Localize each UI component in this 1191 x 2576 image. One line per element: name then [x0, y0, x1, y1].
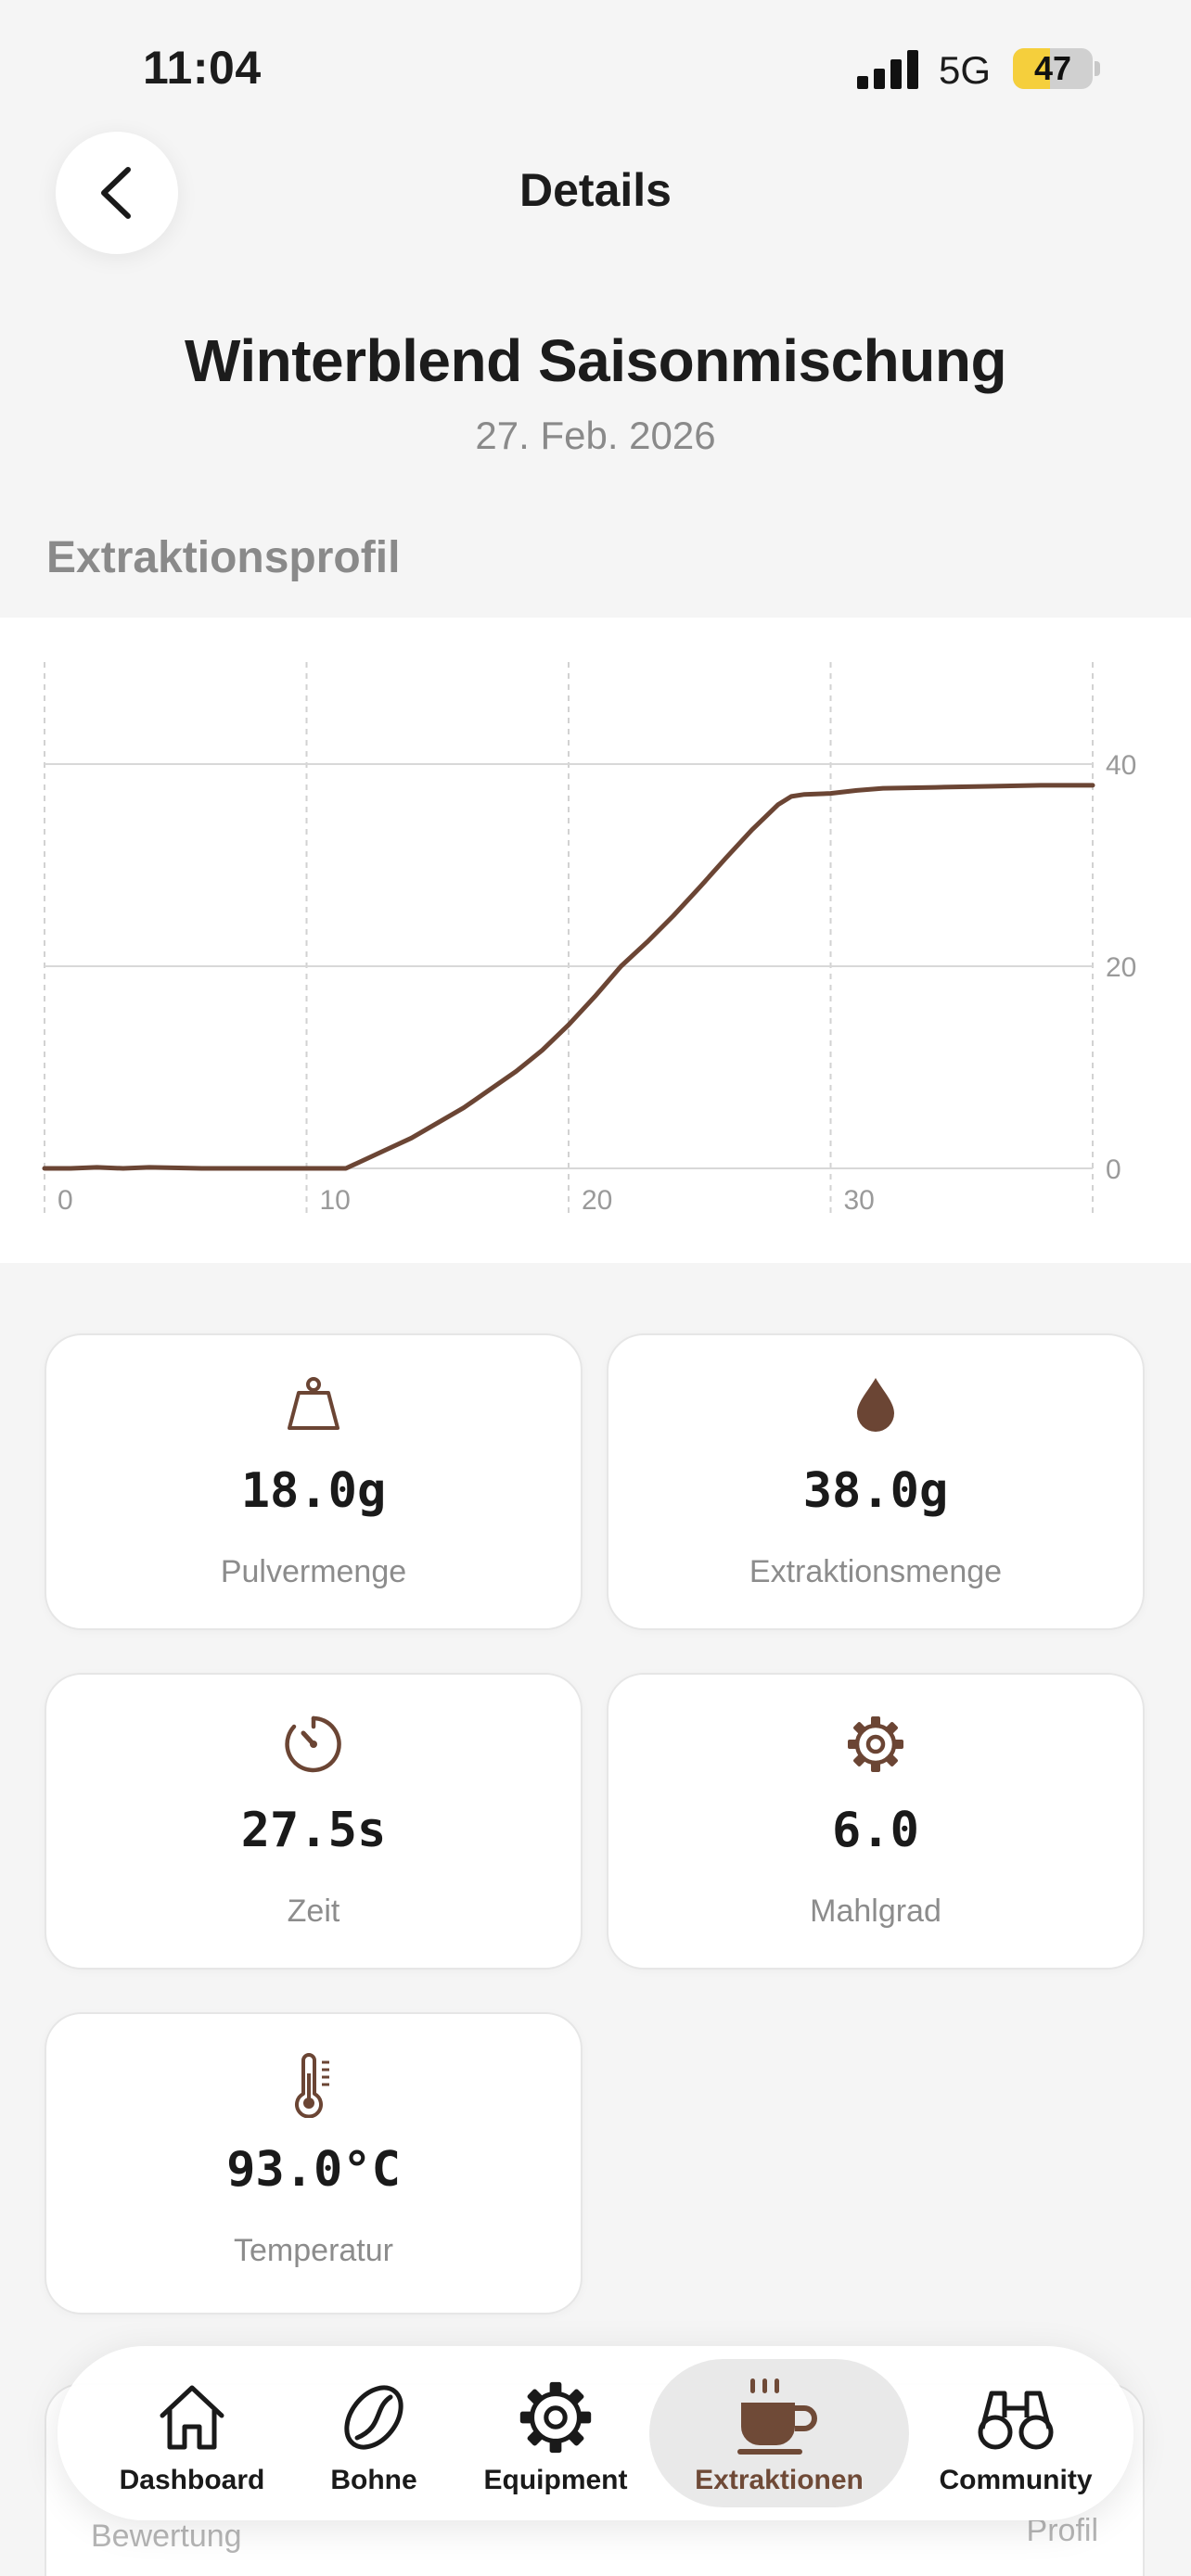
tab-extraktionen[interactable]: Extraktionen — [649, 2359, 909, 2507]
battery-fill — [1013, 48, 1051, 89]
gear-icon — [848, 1716, 903, 1772]
signal-icon — [857, 48, 918, 89]
battery-tip — [1095, 61, 1100, 76]
stat-card-grind: 6.0 Mahlgrad — [607, 1673, 1145, 1970]
extraction-chart: 0 10 20 30 0 20 40 — [0, 618, 1191, 1263]
y-tick-label: 40 — [1106, 750, 1136, 781]
shot-date: 27. Feb. 2026 — [475, 414, 716, 457]
section-title-profile: Extraktionsprofil — [46, 533, 401, 582]
tab-label: Bohne — [330, 2465, 417, 2495]
battery-icon: 47 — [1013, 48, 1093, 89]
series-line — [42, 783, 1095, 1171]
rating-label: Bewertung — [91, 2519, 242, 2554]
stat-label: Temperatur — [234, 2233, 393, 2268]
stat-label: Mahlgrad — [810, 1894, 941, 1929]
tab-bohne[interactable]: Bohne — [304, 2359, 443, 2507]
y-tick-label: 0 — [1106, 1154, 1121, 1185]
stat-label: Zeit — [287, 1894, 340, 1929]
stat-card-yield: 38.0g Extraktionsmenge — [607, 1333, 1145, 1630]
thermometer-icon — [295, 2053, 329, 2118]
stat-value: 18.0g — [240, 1463, 387, 1519]
tab-community[interactable]: Community — [918, 2359, 1113, 2507]
network-type: 5G — [939, 48, 992, 92]
timer-icon — [285, 1715, 341, 1773]
tab-equipment[interactable]: Equipment — [458, 2359, 653, 2507]
x-tick-label: 30 — [844, 1185, 875, 1216]
y-tick-label: 20 — [1106, 952, 1136, 983]
stat-card-dose: 18.0g Pulvermenge — [45, 1333, 583, 1630]
status-time: 11:04 — [143, 42, 262, 94]
coffee-cup-icon — [737, 2378, 817, 2455]
binoculars-icon — [978, 2391, 1054, 2450]
x-tick-label: 0 — [58, 1185, 73, 1216]
stat-value: 27.5s — [240, 1803, 387, 1858]
tab-label: Community — [939, 2465, 1093, 2495]
stat-label: Extraktionsmenge — [749, 1554, 1003, 1589]
stat-label: Pulvermenge — [220, 1554, 407, 1589]
status-bar: 11:04 5G 47 — [0, 0, 1191, 130]
tab-label: Extraktionen — [695, 2465, 864, 2495]
page-title: Details — [519, 164, 672, 216]
stat-value: 93.0°C — [226, 2142, 401, 2198]
chevron-left-icon — [101, 167, 131, 219]
bean-name: Winterblend Saisonmischung — [184, 327, 1007, 394]
coffee-bean-icon — [344, 2385, 403, 2450]
back-button[interactable] — [56, 132, 178, 254]
tab-bar: Dashboard Bohne Equipment — [58, 2346, 1133, 2520]
scale-icon — [288, 1377, 339, 1430]
battery-level: 47 — [1033, 49, 1072, 87]
stat-card-time: 27.5s Zeit — [45, 1673, 583, 1970]
tab-label: Dashboard — [119, 2465, 265, 2495]
tab-label: Equipment — [483, 2465, 628, 2495]
stat-card-temperature: 93.0°C Temperatur — [45, 2012, 583, 2315]
gear-icon — [519, 2381, 592, 2454]
drop-icon — [857, 1378, 894, 1432]
x-tick-label: 10 — [320, 1185, 351, 1216]
stat-value: 38.0g — [802, 1463, 949, 1519]
tab-dashboard[interactable]: Dashboard — [95, 2359, 289, 2507]
stat-value: 6.0 — [832, 1803, 919, 1858]
chart-svg: 0 10 20 30 0 20 40 — [42, 662, 1136, 1217]
x-tick-label: 20 — [582, 1185, 612, 1216]
house-icon — [160, 2385, 224, 2450]
